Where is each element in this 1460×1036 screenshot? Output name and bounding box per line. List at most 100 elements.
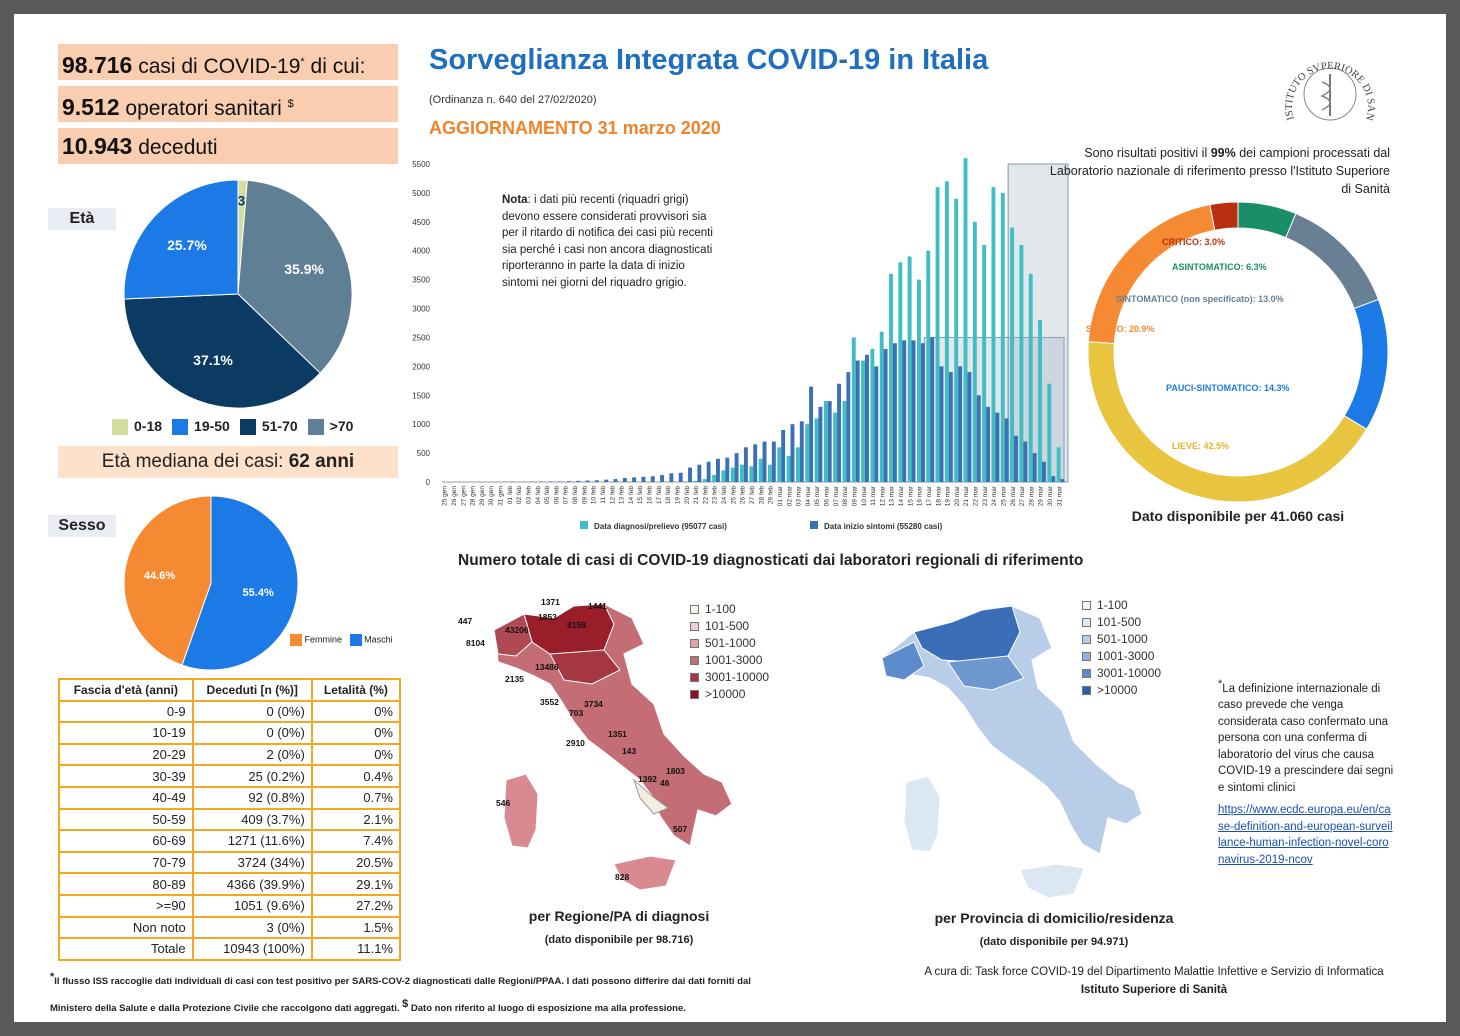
ecdc-link[interactable]: https://www.ecdc.europa.eu/en/case-defin… (1218, 804, 1393, 866)
bar-diagnosis (889, 273, 893, 482)
map-legend-item: 501-1000 (1082, 632, 1161, 649)
table-row: Totale 10943 (100%) 11.1% (58, 937, 402, 961)
x-tick-label: 29 gen (479, 486, 486, 506)
table-row: Non noto 3 (0%) 1.5% (58, 915, 402, 940)
age-legend-label: >70 (329, 418, 354, 434)
table-row: 60-69 1271 (11.6%) 7.4% (58, 829, 402, 853)
x-tick-label: 19 mar (945, 485, 952, 506)
x-tick-label: 27 feb (749, 486, 756, 504)
table-cell: 1051 (9.6%) (191, 893, 313, 918)
bar-onset (948, 372, 953, 482)
region-value-label: 2910 (566, 738, 585, 748)
age-label: Età (48, 208, 116, 230)
bar-onset (790, 424, 795, 482)
province-map-caption: per Provincia di domicilio/residenza (934, 910, 1174, 926)
x-tick-label: 30 mar (1047, 485, 1054, 506)
region-value-label: 2135 (505, 674, 524, 684)
y-tick-label: 4500 (412, 218, 430, 227)
bar-diagnosis (1028, 273, 1033, 482)
bar-onset (725, 457, 730, 482)
donut-slice-label: SINTOMATICO (non specificato): 13.0% (1116, 294, 1284, 304)
lab-positivity-note: Sono risultati positivi il 99% dei campi… (1049, 146, 1390, 196)
map-legend-label: 501-1000 (705, 636, 756, 650)
table-cell: 40-49 (58, 785, 194, 810)
x-tick-label: 19 feb (674, 486, 681, 504)
table-cell: 0-9 (58, 699, 194, 724)
map-legend-label: >10000 (705, 687, 746, 701)
bar-onset (781, 429, 786, 482)
table-row: 30-39 25 (0.2%) 0.4% (58, 764, 402, 788)
province-map-subcaption: (dato disponibile per 94.971) (979, 936, 1129, 948)
bar-diagnosis (833, 412, 838, 482)
bar-onset (986, 406, 991, 482)
bar-onset (650, 476, 655, 482)
donut-slice-2 (1343, 298, 1389, 430)
x-tick-label: 02 mar (786, 485, 793, 506)
age-pie-chart: 1.3%35.9%37.1%25.7% (123, 179, 353, 409)
map-legend-label: 101-500 (705, 619, 750, 633)
bar-onset (958, 366, 963, 482)
maps-title: Numero totale di casi di COVID-19 diagno… (458, 552, 1084, 569)
age-legend-label: 51-70 (261, 418, 298, 434)
bar-diagnosis (814, 418, 819, 482)
sex-legend: Femmine Maschi (290, 634, 393, 646)
x-tick-label: 06 feb (553, 486, 560, 504)
bar-onset (1023, 441, 1028, 482)
x-tick-label: 29 feb (768, 486, 775, 504)
bar-onset (576, 480, 581, 482)
bar-onset (1014, 435, 1018, 482)
median-age: Età mediana dei casi: 62 anni (58, 446, 398, 478)
y-tick-label: 1500 (412, 391, 430, 400)
donut-slice-label: SEVERO: 20.9% (1086, 324, 1155, 334)
region-value-label: 43206 (505, 625, 529, 635)
bar-onset (669, 473, 674, 482)
bar-diagnosis (879, 331, 884, 482)
x-tick-label: 16 feb (647, 486, 654, 504)
bar-diagnosis (693, 480, 698, 482)
x-tick-label: 29 mar (1038, 485, 1045, 506)
sex-slice-label-0: 55.4% (243, 587, 274, 599)
x-tick-label: 24 mar (991, 485, 998, 506)
table-cell: 0% (310, 699, 402, 724)
x-tick-label: 18 feb (665, 486, 672, 504)
map-legend-swatch (690, 673, 699, 683)
map-legend-swatch (1082, 601, 1091, 611)
x-tick-label: 30 gen (488, 486, 495, 506)
bar-diagnosis (1019, 244, 1024, 482)
legend-swatch (580, 521, 588, 529)
age-legend-label: 0-18 (134, 418, 163, 434)
region-map (493, 603, 733, 891)
x-tick-label: 04 feb (535, 486, 542, 504)
x-tick-label: 25 gen (442, 486, 449, 506)
bar-onset (818, 406, 823, 482)
x-tick-label: 31 mar (1056, 485, 1063, 506)
table-cell: 0% (310, 721, 402, 745)
map-legend-swatch (1082, 669, 1091, 679)
table-row: 10-19 0 (0%) 0% (58, 721, 402, 745)
donut-slice-0 (1237, 201, 1297, 239)
donut-slice-5 (1209, 201, 1239, 231)
donut-caption: Dato disponibile per 41.060 casi (1131, 508, 1345, 524)
bar-onset (1004, 418, 1009, 482)
x-tick-label: 05 feb (544, 486, 551, 504)
x-tick-label: 18 mar (935, 485, 942, 506)
bar-diagnosis (1010, 227, 1015, 482)
page-title: Sorveglianza Integrata COVID-19 in Itali… (429, 44, 989, 76)
bar-onset (594, 480, 599, 482)
x-tick-label: 28 mar (1028, 485, 1035, 506)
bar-onset (809, 386, 814, 482)
x-tick-label: 05 mar (814, 485, 821, 506)
map-legend-item: 501-1000 (690, 636, 769, 653)
x-tick-label: 11 mar (870, 485, 877, 506)
bar-diagnosis (786, 455, 791, 482)
table-cell: >=90 (58, 893, 194, 918)
bar-onset (855, 360, 860, 482)
table-cell: 29.1% (310, 872, 402, 896)
x-tick-label: 22 mar (973, 485, 980, 506)
donut-slice-4 (1087, 204, 1216, 344)
bar-diagnosis (982, 244, 987, 482)
bar-onset (585, 480, 590, 482)
bar-onset (557, 481, 562, 482)
table-row: 70-79 3724 (34%) 20.5% (58, 850, 402, 875)
table-cell: 92 (0.8%) (191, 785, 313, 810)
